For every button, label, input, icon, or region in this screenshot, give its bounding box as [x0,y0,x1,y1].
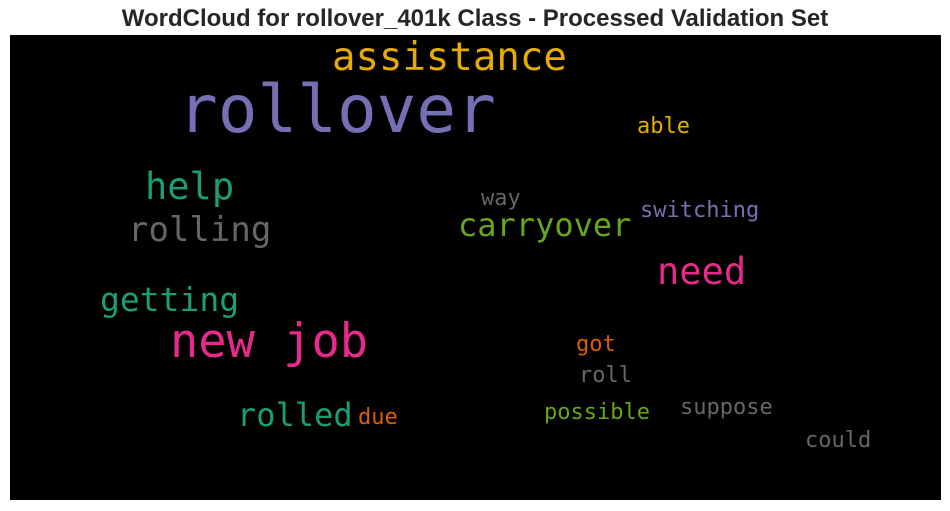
word-able: able [637,114,690,139]
word-could: could [805,428,872,453]
word-assistance: assistance [332,35,567,80]
word-getting: getting [100,280,240,319]
word-rollover: rollover [178,71,496,148]
word-suppose: suppose [680,395,773,420]
word-carryover: carryover [458,206,632,244]
chart-title: WordCloud for rollover_401k Class - Proc… [121,5,829,32]
word-roll: roll [579,363,632,388]
word-new-job: new job [170,314,369,369]
word-due: due [358,405,398,430]
word-got: got [576,332,616,357]
word-help: help [145,165,235,208]
word-possible: possible [544,400,650,425]
word-rolling: rolling [128,210,272,250]
word-switching: switching [640,198,760,223]
word-need: need [657,250,747,293]
word-rolled: rolled [237,396,353,434]
wordcloud-canvas: rollover assistance help rolling able wa… [10,35,941,500]
word-way: way [481,186,521,211]
